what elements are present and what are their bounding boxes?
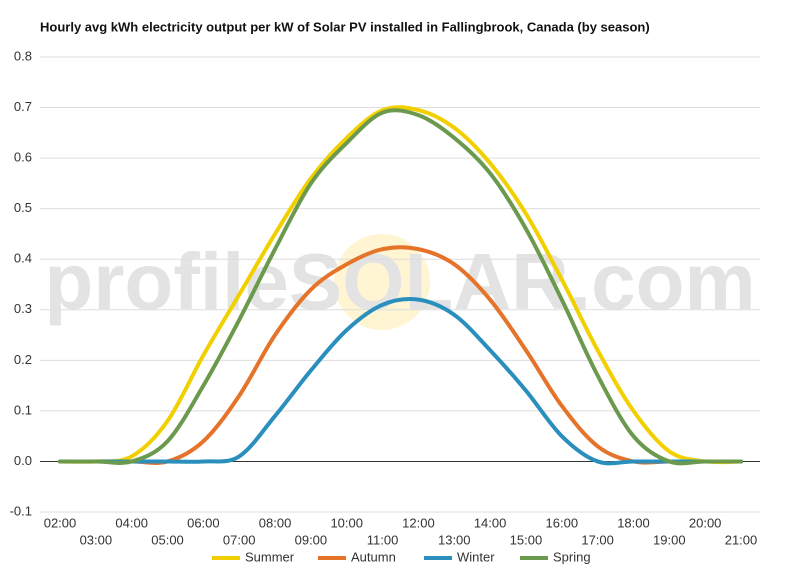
y-tick-label: 0.7	[14, 99, 32, 114]
x-tick-label: 05:00	[151, 532, 184, 547]
watermark: profileSOLAR.com	[44, 237, 755, 326]
y-tick-label: 0.6	[14, 150, 32, 165]
chart-title: Hourly avg kWh electricity output per kW…	[40, 19, 650, 34]
x-tick-label: 17:00	[581, 532, 614, 547]
x-tick-label: 13:00	[438, 532, 471, 547]
x-tick-label: 08:00	[259, 515, 292, 530]
x-tick-label: 19:00	[653, 532, 686, 547]
legend-label: Autumn	[351, 549, 396, 564]
x-tick-label: 06:00	[187, 515, 220, 530]
x-tick-label: 21:00	[725, 532, 758, 547]
x-tick-label: 04:00	[115, 515, 148, 530]
x-tick-label: 10:00	[330, 515, 363, 530]
y-tick-label: 0.0	[14, 453, 32, 468]
x-tick-label: 12:00	[402, 515, 435, 530]
series-line	[58, 297, 743, 466]
x-tick-label: 07:00	[223, 532, 256, 547]
legend-label: Spring	[553, 549, 591, 564]
y-tick-label: 0.5	[14, 200, 32, 215]
x-tick-label: 15:00	[510, 532, 543, 547]
x-tick-label: 03:00	[80, 532, 113, 547]
x-tick-label: 11:00	[367, 532, 399, 547]
y-tick-label: 0.8	[14, 48, 32, 63]
legend-label: Winter	[457, 549, 495, 564]
x-tick-label: 02:00	[44, 515, 77, 530]
y-tick-label: 0.2	[14, 352, 32, 367]
legend-label: Summer	[245, 549, 295, 564]
y-tick-label: -0.1	[10, 503, 32, 518]
y-tick-label: 0.3	[14, 301, 32, 316]
x-tick-label: 16:00	[546, 515, 579, 530]
y-tick-label: 0.1	[14, 402, 32, 417]
y-tick-label: 0.4	[14, 251, 32, 266]
series-line	[58, 108, 743, 466]
x-tick-label: 09:00	[295, 532, 328, 547]
x-tick-label: 14:00	[474, 515, 507, 530]
x-tick-label: 18:00	[617, 515, 650, 530]
x-tick-label: 20:00	[689, 515, 722, 530]
series-line	[58, 105, 743, 465]
